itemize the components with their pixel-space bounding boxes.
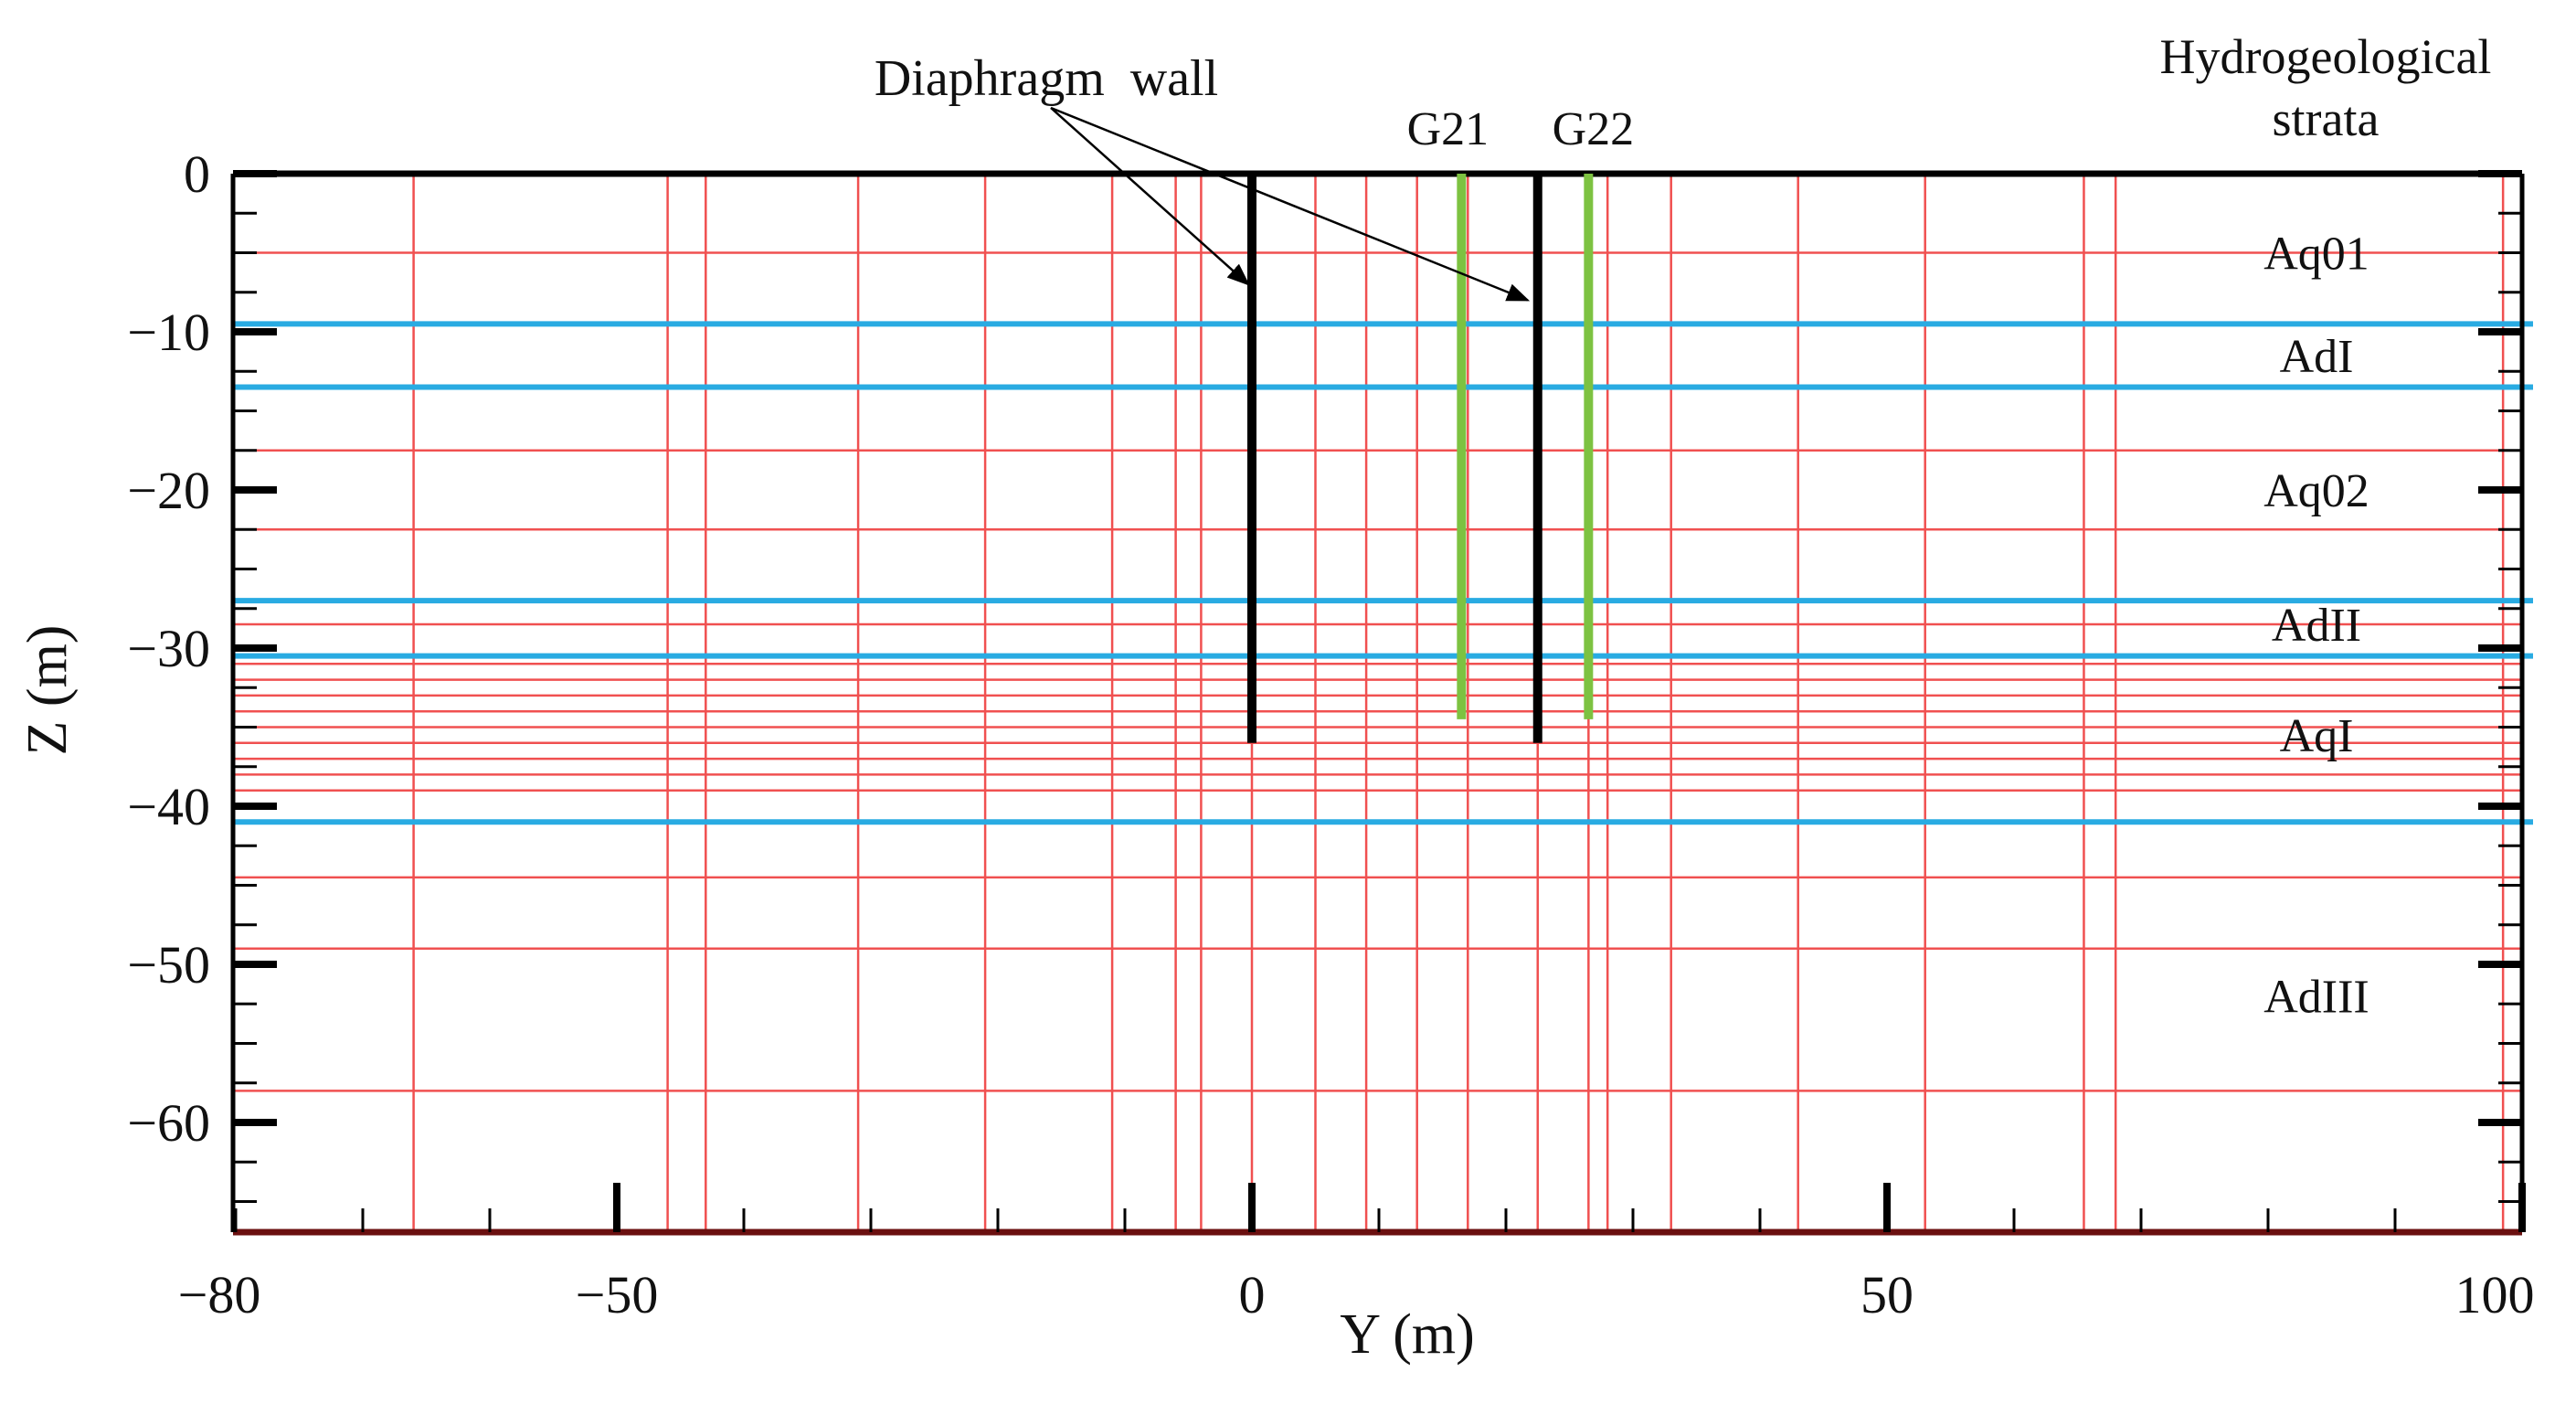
grout-label-G21: G21: [1407, 103, 1489, 155]
diaphragm-walls: [1247, 174, 1542, 743]
x-tick-label-0: −80: [178, 1265, 261, 1324]
y-axis-title: Z (m): [16, 625, 79, 756]
mesh-horizontal-lines: [233, 251, 2522, 1092]
y-tick-label-0: 0: [184, 144, 210, 204]
y-tick-label-2: −20: [127, 461, 210, 520]
diaphragm-wall-arrow-0: [1050, 107, 1250, 286]
diaphragm-wall-label: Diaphragm wall: [875, 50, 1218, 107]
strata-layer-label-AdII: AdII: [2272, 600, 2361, 652]
x-tick-label-3: 50: [1860, 1265, 1913, 1324]
y-tick-label-4: −40: [127, 777, 210, 836]
y-tick-label-5: −50: [127, 935, 210, 994]
strata-layer-label-Aq01: Aq01: [2263, 229, 2369, 281]
strata-header-line2: strata: [2273, 91, 2380, 146]
tick-labels: 0 −10 −20 −30 −40 −50 −60 −80 −50 0 50 100: [127, 144, 2534, 1324]
diaphragm-wall-arrow-1: [1050, 106, 1531, 302]
y-tick-label-3: −30: [127, 619, 210, 678]
grout-lines: [1457, 174, 1594, 719]
x-tick-label-2: 0: [1239, 1265, 1266, 1324]
grout-label-G22: G22: [1553, 103, 1635, 155]
strata-boundary-lines: [233, 321, 2533, 825]
y-tick-label-1: −10: [127, 303, 210, 362]
strata-layer-label-AdI: AdI: [2280, 331, 2354, 383]
x-axis-title: Y (m): [1340, 1303, 1475, 1366]
strata-header-line1: Hydrogeological: [2160, 29, 2492, 84]
annotations: G21 G22 Aq01 AdI Aq02 AdII AqI AdIII: [1050, 103, 2369, 1024]
strata-layer-label-Aq02: Aq02: [2263, 465, 2369, 517]
strata-layer-label-AqI: AqI: [2280, 710, 2354, 762]
x-tick-label-1: −50: [576, 1265, 659, 1324]
axis-ticks: [233, 170, 2526, 1232]
y-tick-label-6: −60: [127, 1093, 210, 1153]
x-tick-label-4: 100: [2455, 1265, 2535, 1324]
strata-layer-label-AdIII: AdIII: [2263, 972, 2369, 1024]
